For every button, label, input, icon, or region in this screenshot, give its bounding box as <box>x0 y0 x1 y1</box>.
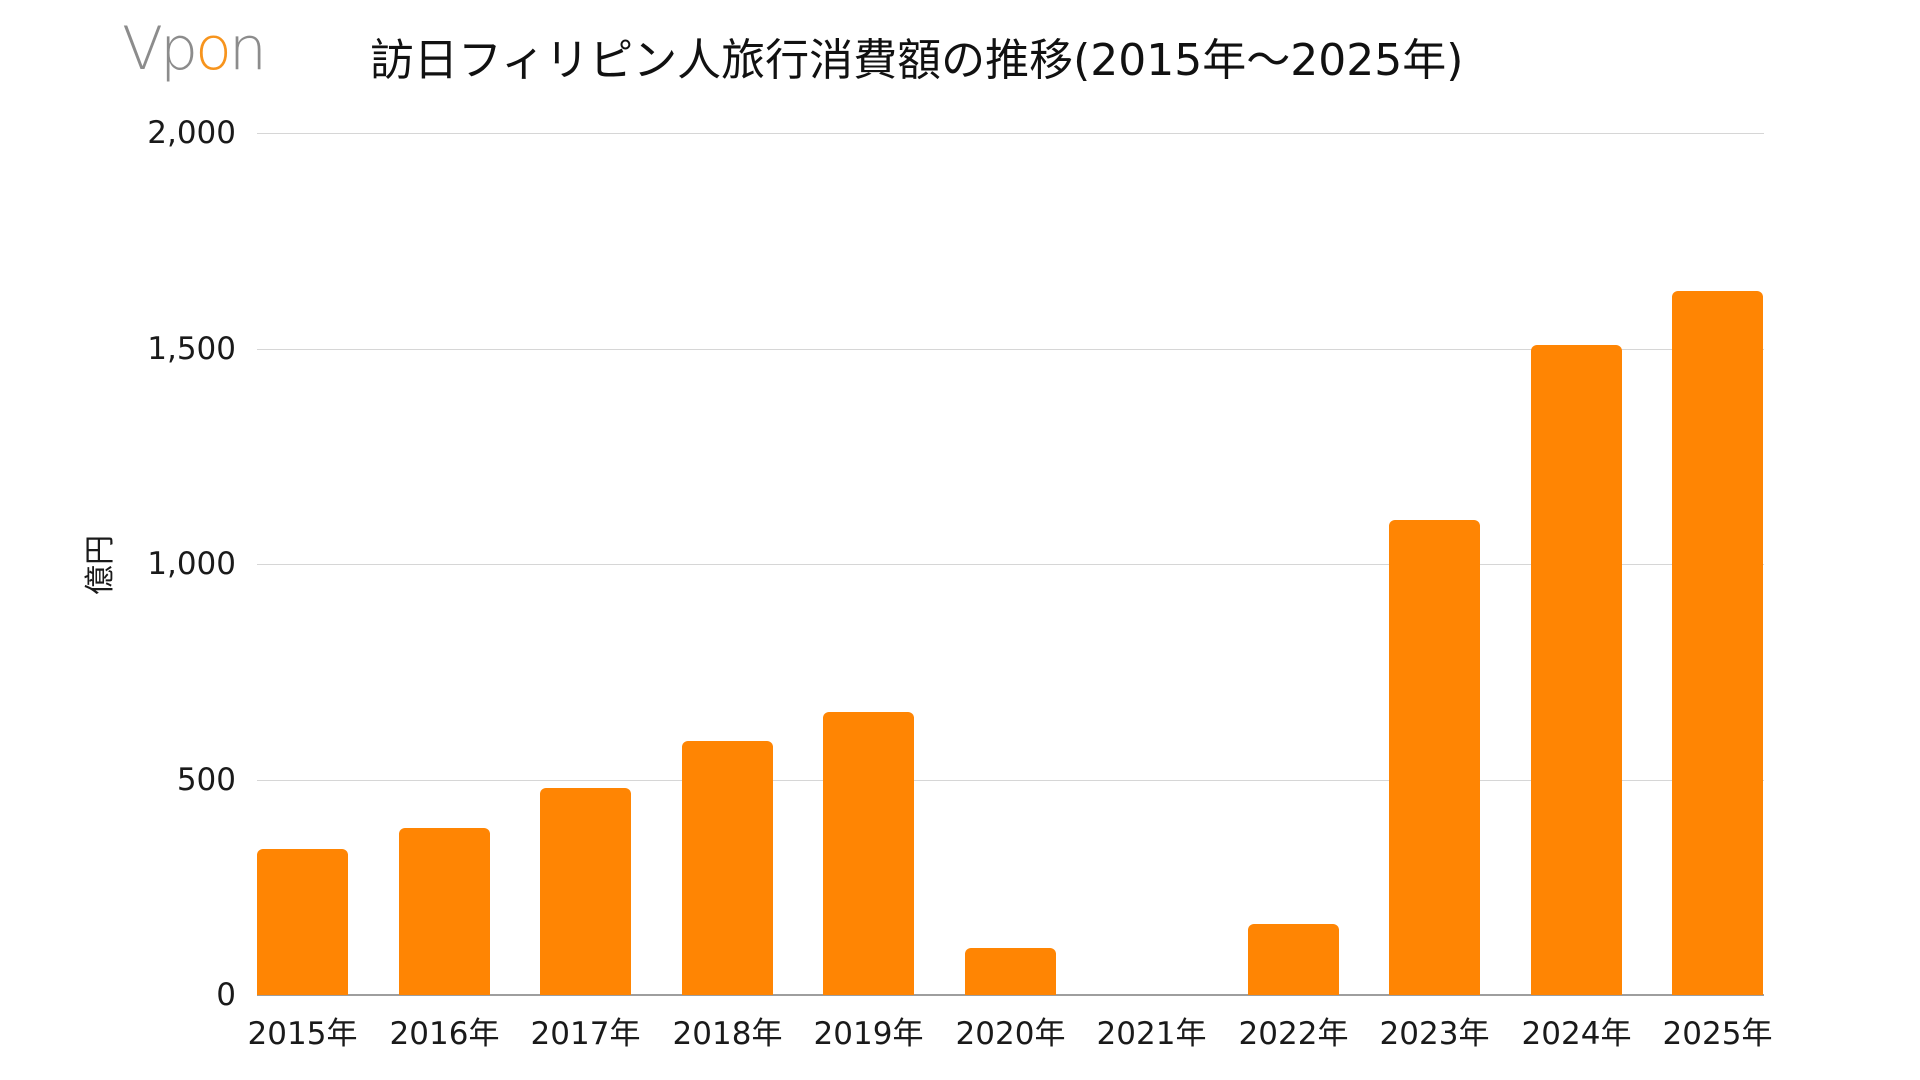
gridline <box>257 133 1764 134</box>
bar-2025年 <box>1672 291 1763 995</box>
logo-text-prefix: Vp <box>122 14 198 84</box>
gridline <box>257 349 1764 350</box>
x-tick-label: 2022年 <box>1238 1016 1349 1052</box>
logo-text-suffix: n <box>228 14 267 84</box>
bar-2016年 <box>399 828 490 995</box>
bar-2019年 <box>823 712 914 995</box>
y-tick-label: 1,000 <box>147 546 236 582</box>
bar-2023年 <box>1389 520 1480 995</box>
y-axis-label: 億円 <box>83 535 118 595</box>
y-tick-label: 0 <box>216 977 236 1013</box>
y-tick-label: 1,500 <box>147 331 236 367</box>
x-axis-line <box>257 994 1764 996</box>
x-tick-label: 2025年 <box>1662 1016 1773 1052</box>
gridline <box>257 564 1764 565</box>
x-tick-label: 2015年 <box>247 1016 358 1052</box>
gridline <box>257 780 1764 781</box>
vpon-logo: Vp o n <box>122 14 267 84</box>
bar-2015年 <box>257 849 348 995</box>
x-tick-label: 2020年 <box>955 1016 1066 1052</box>
x-tick-label: 2023年 <box>1379 1016 1490 1052</box>
bar-2018年 <box>682 741 773 995</box>
x-tick-label: 2018年 <box>672 1016 783 1052</box>
bar-2017年 <box>540 788 631 995</box>
x-tick-label: 2024年 <box>1521 1016 1632 1052</box>
x-tick-label: 2019年 <box>813 1016 924 1052</box>
x-tick-label: 2021年 <box>1096 1016 1207 1052</box>
y-tick-label: 2,000 <box>147 115 236 151</box>
x-tick-label: 2016年 <box>389 1016 500 1052</box>
logo-text-accent: o <box>195 14 232 84</box>
y-tick-label: 500 <box>176 762 236 798</box>
bar-2024年 <box>1531 345 1622 995</box>
x-tick-label: 2017年 <box>530 1016 641 1052</box>
bar-2022年 <box>1248 924 1339 995</box>
bar-2020年 <box>965 948 1056 995</box>
chart-title: 訪日フィリピン人旅行消費額の推移(2015年～2025年) <box>370 35 1464 86</box>
